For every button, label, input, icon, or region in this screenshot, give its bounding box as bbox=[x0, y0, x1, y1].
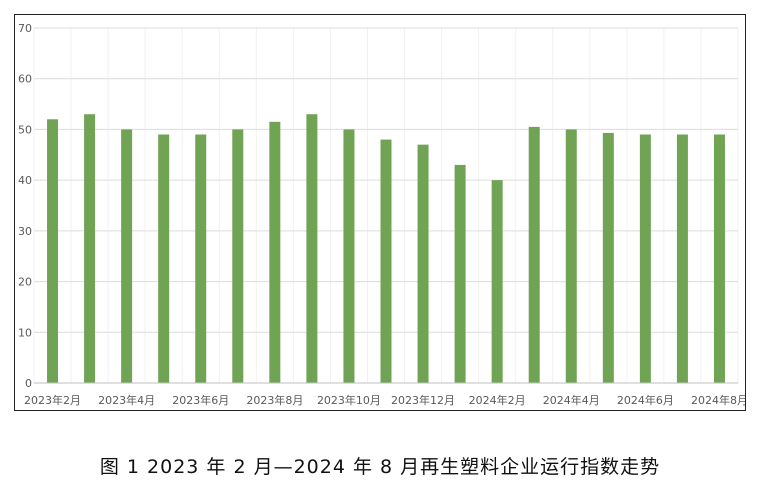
x-tick-label: 2023年8月 bbox=[246, 393, 303, 407]
bar bbox=[713, 134, 725, 383]
bar bbox=[158, 134, 170, 383]
x-tick-label: 2023年2月 bbox=[24, 393, 81, 407]
bar bbox=[454, 164, 466, 383]
bar-chart: 0 10 20 30 40 50 60 70 2023年2月 2023年4月 2023年6月 2023… bbox=[18, 22, 745, 407]
y-tick-label: 20 bbox=[18, 276, 32, 289]
x-tick-label: 2024年4月 bbox=[543, 393, 600, 407]
bar bbox=[84, 114, 96, 383]
figure-caption: 图 1 2023 年 2 月—2024 年 8 月再生塑料企业运行指数走势 bbox=[99, 456, 661, 478]
y-tick-label: 70 bbox=[18, 22, 32, 35]
bar bbox=[380, 139, 392, 383]
y-tick-label: 0 bbox=[25, 377, 32, 390]
y-tick-label: 10 bbox=[18, 326, 32, 339]
bar bbox=[232, 129, 244, 383]
y-tick-label: 60 bbox=[18, 73, 32, 86]
x-tick-label: 2023年4月 bbox=[98, 393, 155, 407]
chart-frame: 0 10 20 30 40 50 60 70 2023年2月 2023年4月 2023年6月 2023… bbox=[14, 14, 746, 411]
y-tick-label: 40 bbox=[18, 174, 32, 187]
bar bbox=[639, 134, 651, 383]
y-tick-label: 30 bbox=[18, 225, 32, 238]
x-tick-label: 2024年2月 bbox=[469, 393, 526, 407]
bar bbox=[121, 129, 133, 383]
x-tick-label: 2024年6月 bbox=[617, 393, 674, 407]
bar bbox=[47, 119, 59, 384]
x-tick-label: 2023年10月 bbox=[317, 393, 381, 407]
bar bbox=[602, 132, 614, 383]
bar bbox=[417, 144, 429, 383]
bar bbox=[343, 129, 355, 383]
bar bbox=[269, 121, 281, 384]
bar bbox=[565, 129, 577, 383]
y-tick-label: 50 bbox=[18, 123, 32, 136]
bar bbox=[528, 126, 540, 384]
x-tick-label: 2023年12月 bbox=[391, 393, 455, 407]
bar bbox=[306, 114, 318, 383]
bar bbox=[491, 180, 503, 383]
bar bbox=[676, 134, 688, 383]
x-tick-label: 2023年6月 bbox=[172, 393, 229, 407]
bar bbox=[195, 134, 207, 383]
x-tick-label: 2024年8月 bbox=[691, 393, 745, 407]
